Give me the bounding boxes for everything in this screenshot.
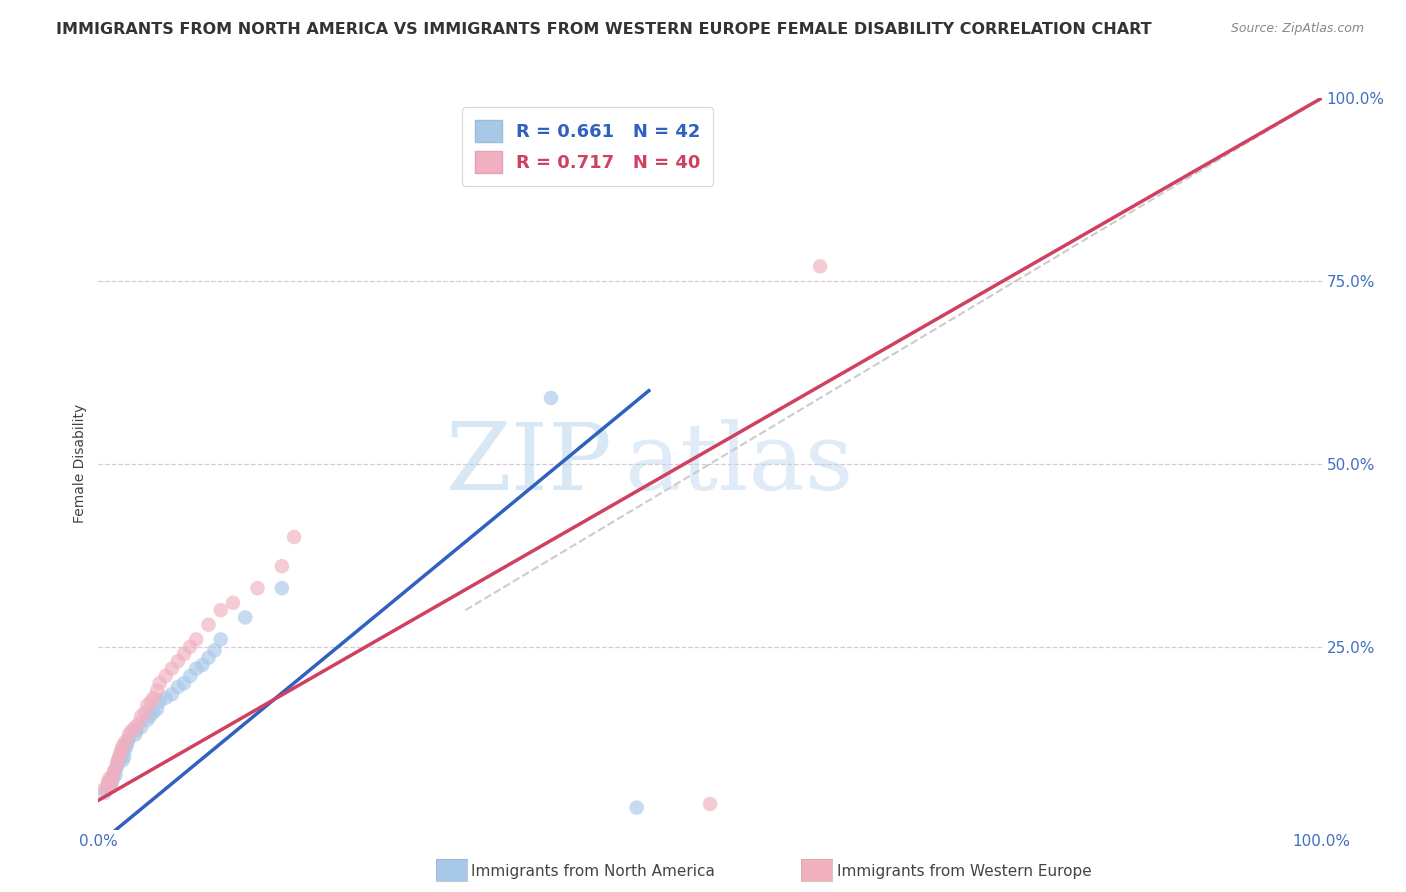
Point	[136, 698, 159, 713]
Point	[179, 640, 201, 654]
Point	[129, 709, 152, 723]
Point	[233, 610, 256, 624]
Point	[146, 683, 169, 698]
Point	[97, 779, 120, 793]
Point	[167, 654, 190, 668]
Point	[699, 797, 721, 811]
Point	[173, 676, 195, 690]
Point	[100, 779, 122, 793]
Point	[110, 749, 132, 764]
Point	[107, 753, 129, 767]
Point	[112, 749, 135, 764]
Y-axis label: Female Disability: Female Disability	[73, 404, 87, 524]
Text: Source: ZipAtlas.com: Source: ZipAtlas.com	[1230, 22, 1364, 36]
Legend: R = 0.661   N = 42, R = 0.717   N = 40: R = 0.661 N = 42, R = 0.717 N = 40	[463, 107, 713, 186]
Point	[136, 713, 159, 727]
Point	[197, 617, 219, 632]
Point	[222, 596, 245, 610]
Point	[124, 720, 146, 734]
Point	[204, 643, 226, 657]
Text: atlas: atlas	[624, 419, 853, 508]
Text: Immigrants from North America: Immigrants from North America	[471, 864, 714, 879]
Point	[114, 735, 136, 749]
Point	[270, 559, 294, 574]
Point	[105, 756, 128, 771]
Point	[96, 779, 118, 793]
Point	[209, 603, 232, 617]
Text: IMMIGRANTS FROM NORTH AMERICA VS IMMIGRANTS FROM WESTERN EUROPE FEMALE DISABILIT: IMMIGRANTS FROM NORTH AMERICA VS IMMIGRA…	[56, 22, 1152, 37]
Point	[93, 782, 115, 797]
Point	[134, 706, 156, 720]
Point	[197, 650, 219, 665]
Point	[101, 767, 124, 781]
Point	[101, 772, 124, 786]
Point	[808, 260, 831, 274]
Point	[283, 530, 305, 544]
Point	[108, 749, 131, 764]
Point	[129, 720, 152, 734]
Point	[128, 716, 150, 731]
Point	[142, 706, 165, 720]
Point	[149, 695, 172, 709]
Point	[100, 779, 122, 793]
Point	[107, 756, 129, 771]
Text: Immigrants from Western Europe: Immigrants from Western Europe	[837, 864, 1091, 879]
Point	[110, 746, 132, 760]
Point	[118, 731, 141, 746]
Point	[125, 723, 148, 738]
Point	[118, 727, 141, 741]
Point	[103, 764, 125, 778]
Point	[111, 739, 134, 753]
Point	[270, 581, 294, 595]
Point	[101, 775, 124, 789]
Point	[98, 775, 121, 789]
Point	[117, 735, 139, 749]
Point	[160, 687, 183, 701]
Point	[97, 775, 120, 789]
Point	[115, 739, 138, 753]
Point	[101, 772, 124, 786]
Point	[111, 753, 134, 767]
Point	[160, 662, 183, 676]
Point	[142, 690, 165, 705]
Point	[173, 647, 195, 661]
Point	[98, 772, 121, 786]
Point	[120, 723, 142, 738]
Point	[124, 727, 146, 741]
Point	[149, 676, 172, 690]
Point	[105, 760, 128, 774]
Point	[246, 581, 269, 595]
Point	[114, 742, 136, 756]
Point	[179, 669, 201, 683]
Point	[155, 690, 177, 705]
Point	[167, 680, 190, 694]
Point	[111, 742, 134, 756]
Point	[209, 632, 232, 647]
Point	[191, 658, 214, 673]
Point	[104, 767, 127, 781]
Point	[626, 800, 648, 814]
Point	[96, 782, 118, 797]
Point	[540, 391, 562, 405]
Point	[146, 702, 169, 716]
Point	[93, 786, 115, 800]
Point	[139, 695, 162, 709]
Point	[111, 746, 134, 760]
Point	[139, 709, 162, 723]
Text: ZIP: ZIP	[446, 419, 612, 508]
Point	[103, 764, 125, 778]
Point	[186, 662, 208, 676]
Point	[108, 753, 131, 767]
Point	[186, 632, 208, 647]
Point	[155, 669, 177, 683]
